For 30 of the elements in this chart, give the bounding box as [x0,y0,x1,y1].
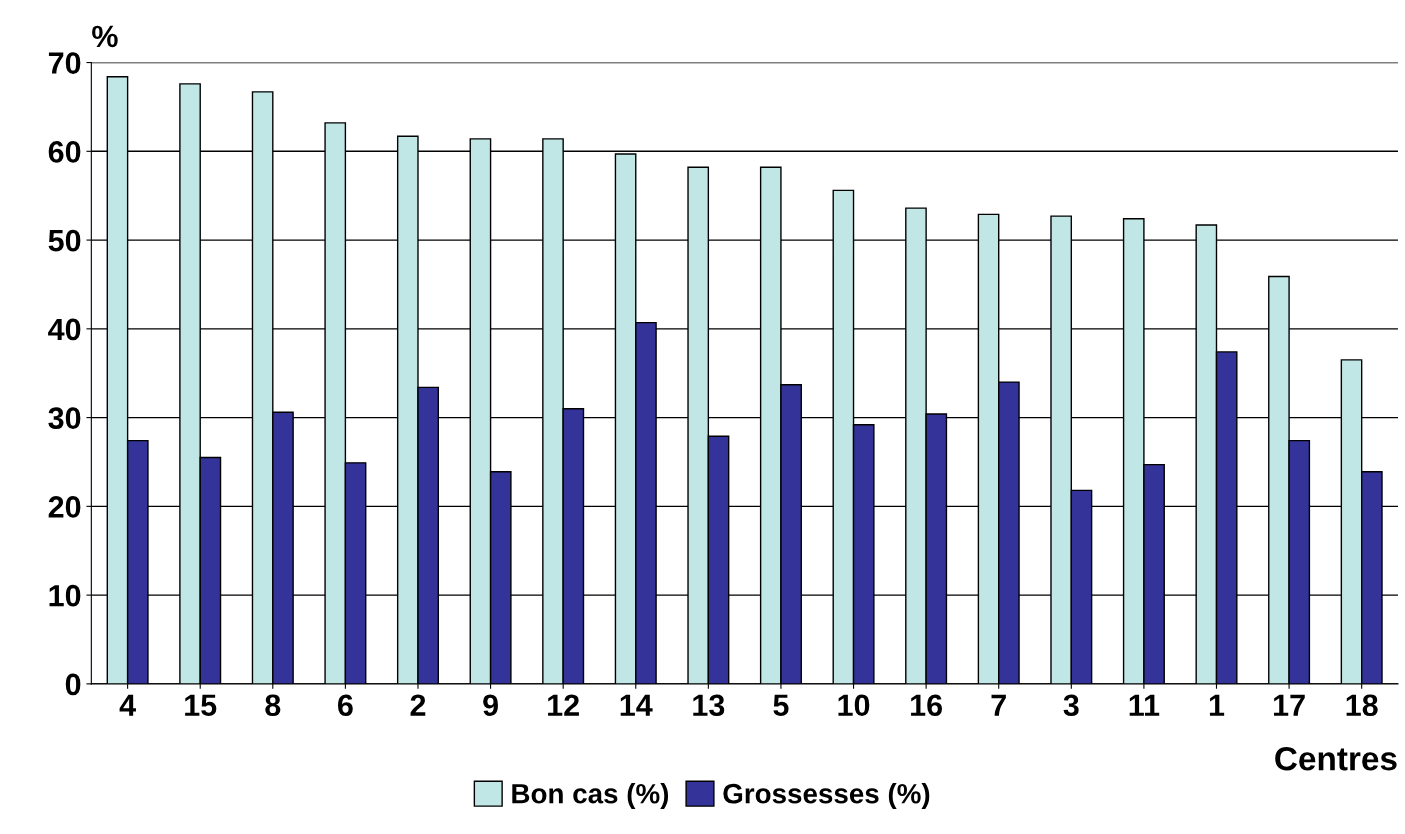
x-tick-label: 16 [911,694,943,717]
y-tick-label: 30 [48,407,81,430]
x-tick-label: 8 [265,694,281,717]
y-tick-label: 70 [48,52,81,74]
x-tick-label: 17 [1274,694,1305,716]
y-tick-label: 60 [48,141,81,163]
x-axis-title: Centres [1275,746,1397,771]
x-tick-label: 10 [838,694,870,717]
y-tick-label: 50 [48,229,81,252]
legend-label: Grossesses (%) [723,783,930,809]
x-tick-label: 9 [483,694,498,717]
x-tick-label: 2 [410,694,426,716]
y-tick-label: 0 [65,673,81,696]
x-tick-label: 15 [185,694,217,717]
x-tick-label: 5 [773,694,789,717]
x-tick-label: 3 [1063,694,1079,717]
x-tick-label: 14 [620,694,653,716]
x-tick-label: 4 [119,694,136,716]
x-tick-label: 1 [1209,694,1225,716]
x-tick-label: 11 [1129,694,1160,716]
x-tick-label: 13 [693,694,725,717]
x-tick-label: 12 [548,694,579,716]
x-tick-label: 6 [338,694,353,717]
y-axis-title: % [92,25,118,48]
x-tick-label: 7 [991,694,1006,716]
y-tick-label: 20 [48,496,81,518]
y-tick-label: 10 [49,584,81,607]
x-tick-label: 18 [1346,694,1378,717]
legend-label: Bon cas (%) [512,783,669,809]
y-tick-label: 40 [48,318,81,341]
